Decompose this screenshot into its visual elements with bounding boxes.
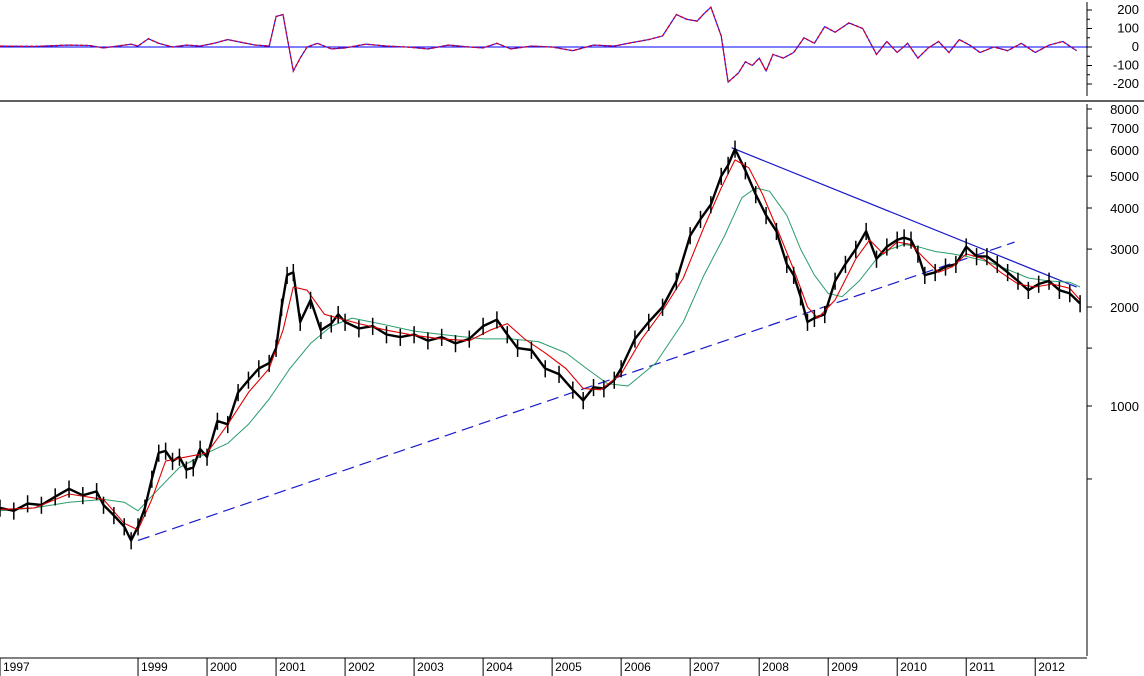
resistance-trendline xyxy=(731,147,1077,288)
x-tick-label: 1997 xyxy=(3,660,30,674)
x-axis: 1997 1999 2000 2001 2002 2003 2004 2005 2006 2007… xyxy=(0,658,1065,676)
x-tick-label: 2003 xyxy=(417,660,444,674)
long-ma-line xyxy=(0,187,1081,512)
x-tick-label: 2001 xyxy=(279,660,306,674)
price-tick-label: 7000 xyxy=(1110,121,1139,136)
x-tick-label: 2010 xyxy=(900,660,927,674)
x-tick-label: 1999 xyxy=(141,660,168,674)
x-tick-label: 2006 xyxy=(624,660,651,674)
price-tick-label: 6000 xyxy=(1110,143,1139,158)
price-tick-label: 5000 xyxy=(1110,169,1139,184)
x-tick-label: 2007 xyxy=(693,660,720,674)
x-tick-label: 2004 xyxy=(486,660,513,674)
oscillator-tick-label: -100 xyxy=(1113,58,1139,73)
x-tick-label: 2009 xyxy=(831,660,858,674)
x-tick-label: 2008 xyxy=(762,660,789,674)
oscillator-panel: 200 100 0 -100 -200 xyxy=(0,2,1139,96)
x-tick-label: 2005 xyxy=(555,660,582,674)
oscillator-series-group xyxy=(0,5,1077,84)
oscillator-y-axis: 200 100 0 -100 -200 xyxy=(1086,2,1139,96)
price-tick-label: 8000 xyxy=(1110,102,1139,117)
oscillator-tick-label: -200 xyxy=(1113,76,1139,91)
oscillator-tick-label: 0 xyxy=(1132,39,1139,54)
price-y-axis: 8000 7000 6000 5000 4000 3000 2000 1000 xyxy=(1086,102,1139,656)
price-series-group xyxy=(0,140,1081,550)
price-tick-label: 4000 xyxy=(1110,201,1139,216)
x-tick-label: 2012 xyxy=(1038,660,1065,674)
price-panel: 8000 7000 6000 5000 4000 3000 2000 1000 xyxy=(0,102,1139,656)
price-tick-label: 1000 xyxy=(1110,399,1139,414)
x-tick-label: 2000 xyxy=(210,660,237,674)
x-tick-label: 2011 xyxy=(969,660,995,674)
short-ma-line xyxy=(0,159,1081,531)
price-tick-label: 3000 xyxy=(1110,242,1139,257)
price-tick-label: 2000 xyxy=(1110,300,1139,315)
oscillator-tick-label: 100 xyxy=(1117,21,1139,36)
oscillator-series-line xyxy=(0,5,1077,84)
x-tick-label: 2002 xyxy=(348,660,375,674)
trendline-group xyxy=(137,147,1077,542)
oscillator-tick-label: 200 xyxy=(1117,2,1139,17)
support-trendline xyxy=(137,241,1015,542)
